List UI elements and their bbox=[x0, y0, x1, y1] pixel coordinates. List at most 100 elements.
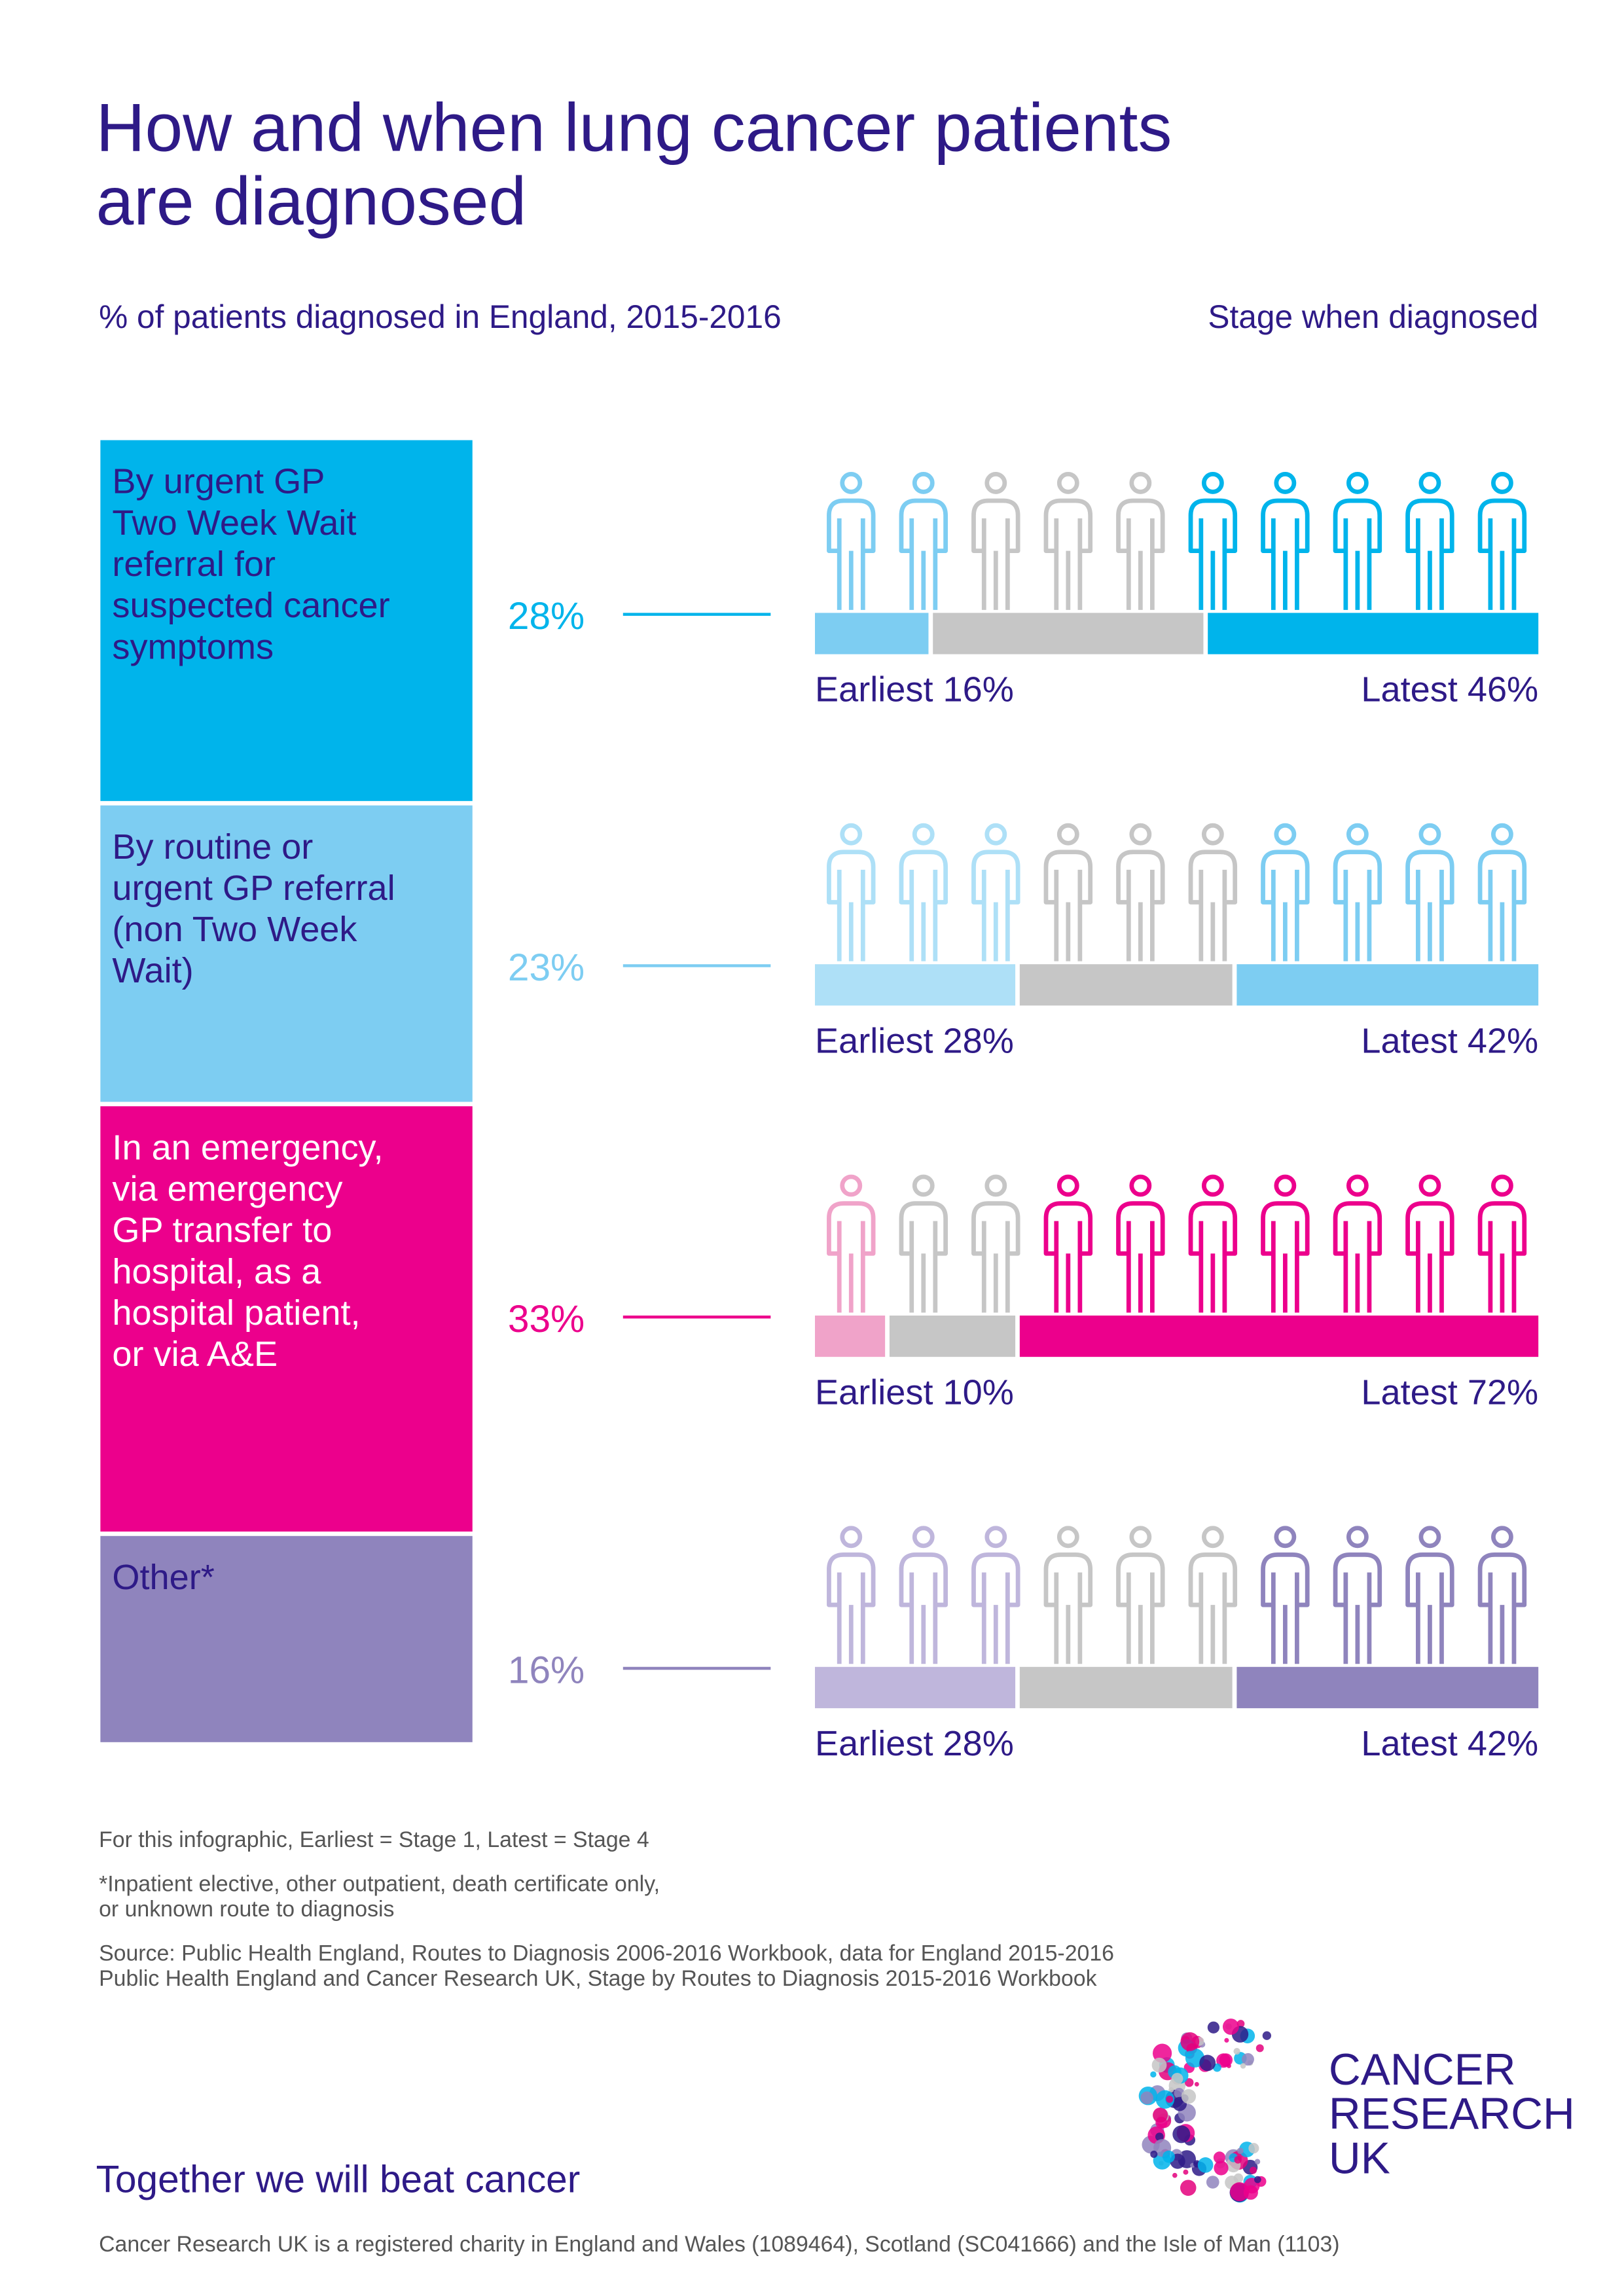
person-body bbox=[1261, 1552, 1310, 1664]
logo-dot bbox=[1153, 2108, 1168, 2123]
person-body bbox=[899, 1201, 948, 1313]
charity-note: Cancer Research UK is a registered chari… bbox=[99, 2232, 1339, 2257]
logo-text: UK bbox=[1329, 2134, 1390, 2183]
logo-dot bbox=[1150, 2150, 1158, 2158]
logo-dot bbox=[1163, 2150, 1175, 2163]
logo-dot bbox=[1250, 2166, 1257, 2174]
person-body bbox=[1116, 1552, 1165, 1664]
note: *Inpatient elective, other outpatient, d… bbox=[99, 1872, 660, 1897]
person-head bbox=[912, 472, 935, 494]
person-head bbox=[1056, 1526, 1079, 1549]
person-head bbox=[1274, 823, 1297, 846]
person-head bbox=[1201, 1174, 1224, 1197]
route-label: By urgent GP bbox=[112, 462, 325, 501]
logo-dot bbox=[1194, 2081, 1199, 2087]
person-body bbox=[1116, 1201, 1165, 1313]
earliest-bar bbox=[815, 1315, 886, 1357]
logo-dot bbox=[1255, 2044, 1264, 2053]
person-body bbox=[1043, 498, 1093, 610]
person-head bbox=[1418, 1526, 1441, 1549]
person-head bbox=[1129, 823, 1152, 846]
person-head bbox=[1201, 472, 1224, 494]
logo-dot bbox=[1197, 2157, 1214, 2173]
person-body bbox=[1116, 498, 1165, 610]
person-head bbox=[840, 472, 863, 494]
latest-bar bbox=[1236, 1666, 1539, 1708]
logo-dot bbox=[1236, 2147, 1244, 2155]
latest-label: Latest 46% bbox=[1361, 670, 1538, 709]
title-line: How and when lung cancer patients bbox=[96, 89, 1172, 165]
latest-bar bbox=[1208, 613, 1539, 655]
person-body bbox=[1261, 1201, 1310, 1313]
person-head bbox=[840, 823, 863, 846]
logo-dot bbox=[1166, 2095, 1174, 2103]
person-head bbox=[1491, 1174, 1513, 1197]
person-body bbox=[1405, 850, 1454, 961]
logo-text: CANCER bbox=[1329, 2045, 1516, 2094]
logo-dot bbox=[1262, 2031, 1271, 2040]
logo-mark bbox=[1138, 2018, 1271, 2203]
person-body bbox=[1261, 850, 1310, 961]
logo-dot bbox=[1155, 2132, 1164, 2142]
person-head bbox=[1056, 1174, 1079, 1197]
person-body bbox=[1116, 850, 1165, 961]
person-body bbox=[1188, 1201, 1238, 1313]
route-label: urgent GP referral bbox=[112, 869, 395, 908]
person-body bbox=[827, 498, 876, 610]
person-head bbox=[984, 823, 1007, 846]
latest-label: Latest 72% bbox=[1361, 1372, 1538, 1412]
route-label: Two Week Wait bbox=[112, 503, 356, 543]
subtitle: % of patients diagnosed in England, 2015… bbox=[99, 298, 782, 335]
logo-dot bbox=[1222, 2018, 1239, 2035]
share-label: 23% bbox=[508, 946, 585, 989]
person-body bbox=[1333, 850, 1382, 961]
person-body bbox=[1477, 1201, 1527, 1313]
person-body bbox=[827, 1201, 876, 1313]
logo-dot bbox=[1172, 2125, 1191, 2144]
title-line: are diagnosed bbox=[96, 163, 527, 239]
person-head bbox=[984, 1526, 1007, 1549]
person-head bbox=[1418, 472, 1441, 494]
person-head bbox=[1491, 1526, 1513, 1549]
logo-dot bbox=[1206, 2176, 1219, 2189]
middle-bar bbox=[933, 613, 1204, 655]
logo-dot bbox=[1230, 2182, 1250, 2202]
route-label: Wait) bbox=[112, 951, 193, 990]
logo-dot bbox=[1151, 2057, 1167, 2073]
person-head bbox=[1129, 1174, 1152, 1197]
person-body bbox=[1333, 1201, 1382, 1313]
share-label: 28% bbox=[508, 595, 585, 637]
person-head bbox=[1418, 823, 1441, 846]
logo-dot bbox=[1180, 2179, 1197, 2196]
logo-dot bbox=[1199, 2054, 1216, 2072]
logo-dot bbox=[1248, 2143, 1259, 2154]
logo-dot bbox=[1181, 2089, 1197, 2104]
earliest-bar bbox=[815, 964, 1016, 1006]
stage-heading: Stage when diagnosed bbox=[1208, 298, 1538, 335]
person-head bbox=[1274, 1526, 1297, 1549]
person-head bbox=[1346, 472, 1369, 494]
route-label: By routine or bbox=[112, 827, 313, 867]
logo-dot bbox=[1172, 2172, 1178, 2178]
person-head bbox=[1274, 1174, 1297, 1197]
person-head bbox=[840, 1174, 863, 1197]
person-head bbox=[1274, 472, 1297, 494]
person-body bbox=[1405, 498, 1454, 610]
route-label: hospital, as a bbox=[112, 1252, 321, 1291]
person-body bbox=[1188, 498, 1238, 610]
route-label: GP transfer to bbox=[112, 1211, 332, 1250]
person-head bbox=[1346, 1526, 1369, 1549]
middle-bar bbox=[1019, 1666, 1233, 1708]
person-body bbox=[827, 1552, 876, 1664]
latest-label: Latest 42% bbox=[1361, 1022, 1538, 1061]
route-label: Other* bbox=[112, 1558, 214, 1597]
note: For this infographic, Earliest = Stage 1… bbox=[99, 1827, 649, 1852]
note: Public Health England and Cancer Researc… bbox=[99, 1966, 1096, 1991]
person-body bbox=[1333, 498, 1382, 610]
person-head bbox=[1201, 1526, 1224, 1549]
logo-dot bbox=[1184, 2078, 1194, 2087]
person-body bbox=[1261, 498, 1310, 610]
route-block bbox=[100, 805, 473, 1102]
person-head bbox=[1129, 1526, 1152, 1549]
